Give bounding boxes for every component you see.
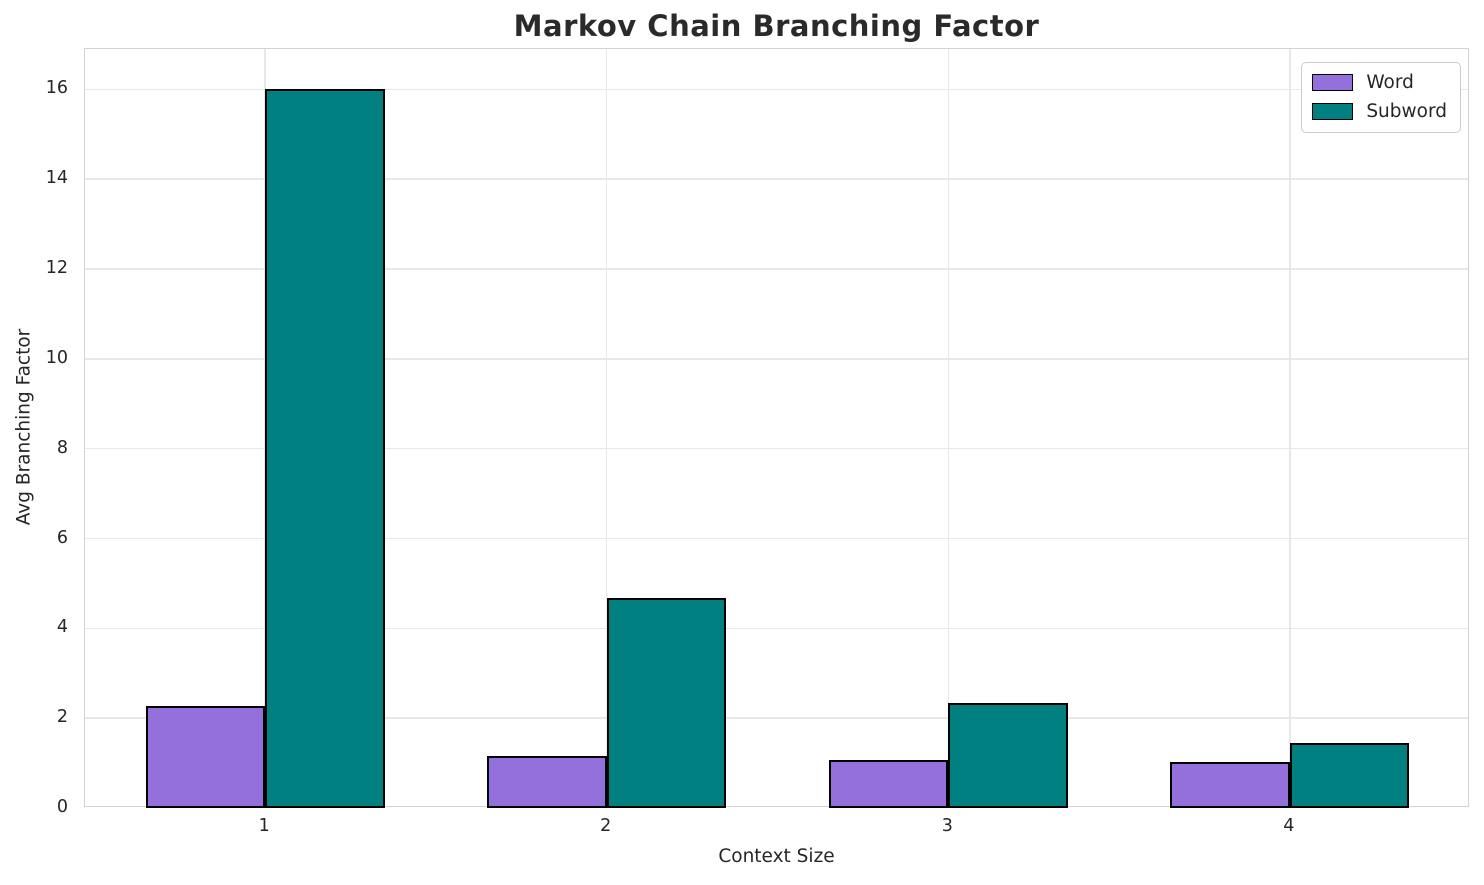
plot-area: [84, 48, 1469, 808]
x-axis-label: Context Size: [718, 846, 835, 867]
y-tick-label-4: 4: [56, 617, 68, 638]
y-tick-label-16: 16: [45, 78, 68, 99]
gridline-h-2: [85, 717, 1468, 719]
legend-swatch-word: [1312, 74, 1354, 91]
y-tick-label-8: 8: [56, 437, 68, 458]
x-tick-label-2: 2: [600, 816, 612, 836]
y-tick-label-14: 14: [45, 168, 68, 189]
gridline-v-3: [947, 49, 950, 806]
x-tick-label-3: 3: [941, 816, 953, 836]
bar-subword-4: [1289, 742, 1410, 808]
y-tick-label-0: 0: [56, 797, 68, 817]
bar-subword-2: [606, 598, 727, 808]
gridline-h-6: [85, 537, 1468, 540]
bar-word-4: [1170, 761, 1290, 808]
legend-swatch-subword: [1312, 103, 1354, 120]
y-tick-label-2: 2: [56, 707, 68, 728]
chart-title: Markov Chain Branching Factor: [513, 9, 1040, 43]
x-tick-label-1: 1: [258, 816, 270, 836]
bar-word-1: [145, 705, 266, 808]
bar-subword-3: [948, 703, 1068, 808]
gridline-h-4: [85, 627, 1468, 630]
bar-word-2: [487, 756, 607, 808]
legend-item-subword: Subword: [1312, 101, 1447, 122]
gridline-v-4: [1289, 49, 1291, 806]
legend-label-subword: Subword: [1366, 101, 1447, 122]
legend-label-word: Word: [1366, 72, 1414, 93]
bar-subword-1: [265, 88, 385, 808]
gridline-v-2: [605, 49, 608, 806]
gridline-h-12: [85, 268, 1468, 270]
gridline-h-10: [85, 358, 1468, 360]
y-tick-label-6: 6: [56, 527, 68, 548]
legend: Word Subword: [1301, 62, 1461, 133]
x-tick-label-4: 4: [1283, 816, 1295, 836]
gridline-h-16: [85, 88, 1468, 91]
y-tick-label-10: 10: [45, 347, 68, 368]
legend-item-word: Word: [1312, 72, 1447, 93]
bar-word-3: [828, 760, 949, 808]
gridline-h-14: [85, 178, 1468, 180]
y-tick-label-12: 12: [45, 258, 68, 279]
gridline-h-8: [85, 447, 1468, 450]
